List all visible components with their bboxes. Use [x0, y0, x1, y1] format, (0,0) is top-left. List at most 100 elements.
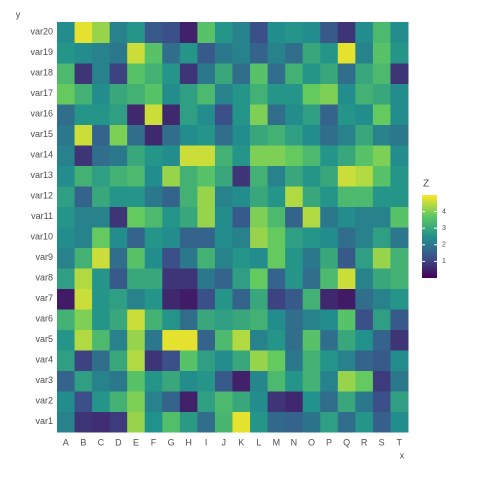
heatmap-cell — [267, 124, 286, 146]
heatmap-cell — [162, 63, 181, 84]
colorbar-tick-label: 3 — [442, 225, 446, 232]
heatmap-cell — [232, 350, 251, 371]
y-tick-label: var11 — [31, 211, 53, 221]
heatmap-cell — [74, 309, 93, 330]
y-tick-label: var6 — [35, 314, 53, 324]
heatmap-cell — [355, 247, 374, 269]
x-tick-label: G — [168, 437, 175, 447]
heatmap-cell — [144, 370, 163, 392]
heatmap-cell — [144, 145, 163, 166]
heatmap-cell — [232, 370, 251, 392]
heatmap-cell — [214, 411, 233, 433]
heatmap-cell — [109, 104, 128, 125]
heatmap-cell — [337, 329, 356, 351]
x-tick-label: N — [291, 437, 298, 447]
heatmap-cell — [214, 104, 233, 125]
heatmap-cell — [214, 63, 233, 84]
heatmap-cell — [337, 370, 356, 392]
heatmap-cell — [267, 309, 286, 330]
heatmap-cell — [57, 22, 76, 43]
x-tick-label: S — [379, 437, 385, 447]
heatmap-cell — [144, 391, 163, 412]
y-tick-label: var15 — [30, 129, 53, 139]
x-axis-title: x — [400, 450, 405, 460]
heatmap-cell — [197, 42, 216, 64]
heatmap-cell — [302, 83, 321, 105]
heatmap-cell — [232, 42, 251, 64]
heatmap-cell — [197, 63, 216, 84]
heatmap-cell — [250, 411, 269, 433]
heatmap-cell — [162, 247, 181, 269]
heatmap-cell — [179, 145, 198, 166]
heatmap-cell — [214, 206, 233, 228]
heatmap-cell — [92, 247, 111, 269]
heatmap-cell — [285, 247, 304, 269]
heatmap-cell — [197, 411, 216, 433]
heatmap-cell — [302, 370, 321, 392]
y-axis-title: y — [16, 9, 21, 19]
heatmap-cell — [267, 83, 286, 105]
heatmap-cell — [162, 83, 181, 105]
heatmap-cell — [267, 104, 286, 125]
heatmap-cell — [57, 350, 76, 371]
heatmap-cell — [232, 124, 251, 146]
heatmap-cell — [250, 22, 269, 43]
heatmap-cell — [232, 247, 251, 269]
heatmap-cell — [92, 370, 111, 392]
heatmap-cell — [162, 268, 181, 289]
heatmap-cell — [302, 288, 321, 310]
heatmap-cell — [302, 42, 321, 64]
heatmap-cell — [372, 329, 391, 351]
heatmap-cell — [74, 227, 93, 248]
heatmap-cell — [285, 124, 304, 146]
y-tick-label: var1 — [35, 416, 53, 426]
heatmap-cell — [109, 22, 128, 43]
heatmap-cell — [390, 42, 409, 64]
heatmap-cell — [337, 104, 356, 125]
heatmap-cell — [197, 104, 216, 125]
y-tick-label: var9 — [35, 252, 53, 262]
heatmap-cell — [320, 288, 339, 310]
heatmap-cell — [337, 145, 356, 166]
heatmap-cell — [162, 350, 181, 371]
heatmap-cell — [355, 350, 374, 371]
x-tick-label: B — [80, 437, 86, 447]
heatmap-cell — [390, 370, 409, 392]
heatmap-cell — [355, 104, 374, 125]
heatmap-cell — [390, 22, 409, 43]
heatmap-cell — [162, 22, 181, 43]
heatmap-cell — [267, 370, 286, 392]
heatmap-cell — [372, 268, 391, 289]
heatmap-cell — [232, 104, 251, 125]
heatmap-cell — [162, 165, 181, 187]
heatmap-cell — [197, 288, 216, 310]
heatmap-cell — [127, 227, 146, 248]
heatmap-cell — [232, 145, 251, 166]
heatmap-cell — [372, 145, 391, 166]
heatmap-cell — [390, 145, 409, 166]
heatmap-cell — [144, 63, 163, 84]
heatmap-cell — [197, 227, 216, 248]
heatmap-cell — [267, 329, 286, 351]
heatmap-cell — [302, 124, 321, 146]
heatmap-cell — [250, 247, 269, 269]
heatmap-cell — [214, 350, 233, 371]
heatmap-cell — [214, 288, 233, 310]
y-tick-label: var13 — [30, 170, 53, 180]
x-tick-label: M — [273, 437, 281, 447]
heatmap-cell — [179, 268, 198, 289]
x-tick-label: T — [396, 437, 402, 447]
heatmap-cell — [162, 145, 181, 166]
heatmap-cell — [320, 329, 339, 351]
heatmap-cell — [92, 42, 111, 64]
y-tick-label: var17 — [30, 88, 53, 98]
heatmap-cell — [355, 370, 374, 392]
heatmap-cell — [179, 350, 198, 371]
heatmap-cell — [390, 329, 409, 351]
heatmap-cell — [337, 124, 356, 146]
legend-title: Z — [423, 179, 429, 190]
heatmap-cell — [337, 288, 356, 310]
heatmap-cell — [109, 350, 128, 371]
heatmap-cell — [250, 309, 269, 330]
